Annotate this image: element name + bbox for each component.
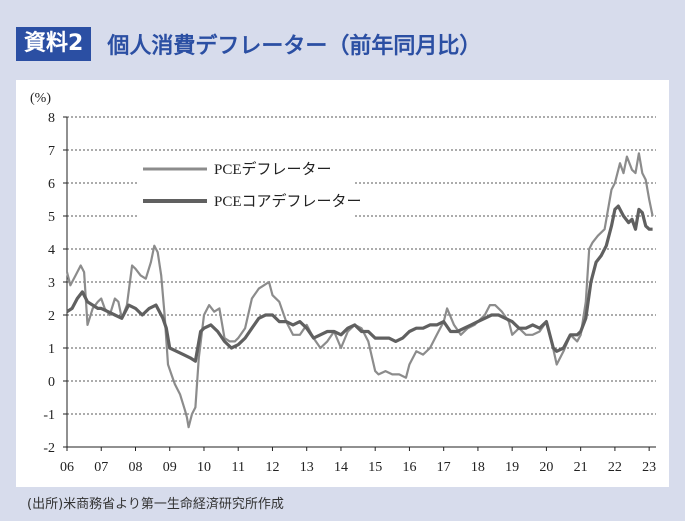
x-tick-label: 16 [402, 460, 416, 475]
x-tick-label: 10 [197, 460, 211, 475]
x-tick-label: 15 [368, 460, 382, 475]
series-line-core [66, 204, 653, 363]
x-tick-label: 14 [334, 460, 348, 475]
x-tick-label: 08 [128, 460, 142, 475]
y-tick-labels: 8 7 6 5 4 3 2 1 0 -1 -2 [43, 111, 67, 456]
x-tick-label: 09 [163, 460, 177, 475]
figure-header: 資料2 個人消費デフレーター（前年同月比） [16, 26, 481, 62]
x-tick-label: 23 [642, 460, 656, 475]
x-tick-label: 07 [94, 460, 108, 475]
series-lines [65, 152, 654, 429]
y-unit-label: (%) [30, 91, 51, 106]
legend-bg [139, 154, 354, 218]
x-tick-label: 20 [539, 460, 553, 475]
x-tick-label: 13 [300, 460, 314, 475]
y-tick-label: 3 [48, 276, 55, 291]
x-tick-labels: 06 07 08 09 10 11 12 13 14 15 16 17 18 19 20 21 22 23 [60, 447, 656, 475]
legend-label-pce: PCEデフレーター [214, 160, 332, 178]
y-tick-label: 7 [48, 144, 55, 159]
y-tick-label: 1 [48, 342, 55, 357]
x-tick-label: 22 [608, 460, 622, 475]
figure-badge: 資料2 [16, 27, 92, 61]
x-tick-label: 21 [574, 460, 588, 475]
x-tick-label: 19 [505, 460, 519, 475]
figure-title: 個人消費デフレーター（前年同月比） [107, 34, 482, 59]
y-tick-label: 8 [48, 111, 55, 126]
x-tick-label: 18 [471, 460, 485, 475]
y-tick-label: 5 [48, 210, 55, 225]
source-note: (出所)米商務省より第一生命経済研究所作成 [27, 497, 284, 512]
x-tick-label: 11 [231, 460, 244, 475]
chart-area: (%) 8 7 6 5 4 3 2 1 0 -1 -2 06 07 08 09 10 11 12 13 14 15 16… [16, 80, 669, 487]
y-tick-label: 6 [48, 177, 55, 192]
y-tick-label: 2 [48, 309, 55, 324]
x-tick-label: 17 [437, 460, 451, 475]
legend: PCEデフレーター PCEコアデフレーター [139, 154, 362, 218]
y-tick-label: -2 [43, 441, 55, 456]
legend-label-core: PCEコアデフレーター [214, 192, 362, 210]
y-tick-label: -1 [43, 408, 55, 423]
y-tick-label: 4 [48, 243, 55, 258]
x-tick-label: 12 [265, 460, 279, 475]
x-tick-label: 06 [60, 460, 74, 475]
y-tick-label: 0 [48, 375, 55, 390]
